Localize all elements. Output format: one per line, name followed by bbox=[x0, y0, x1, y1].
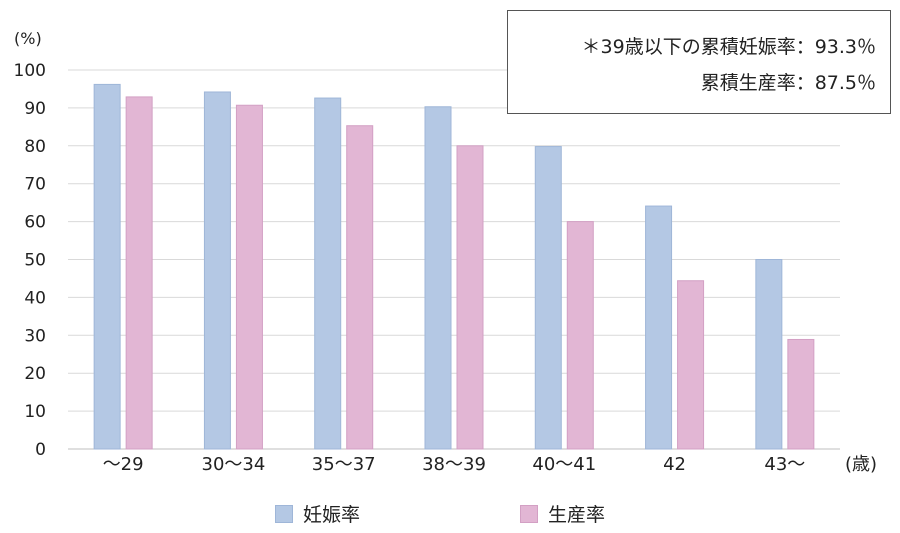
x-tick-label: 40〜41 bbox=[532, 454, 596, 475]
x-tick-label: 〜29 bbox=[103, 454, 144, 475]
legend-label-series-2: 生産率 bbox=[548, 504, 606, 526]
bar-series-2-1 bbox=[235, 104, 263, 450]
bar-series-2-4 bbox=[566, 221, 594, 450]
y-axis-ticks: 0 10 20 30 40 50 60 70 80 90 100 bbox=[14, 61, 46, 460]
legend-swatch-series-2 bbox=[520, 504, 538, 523]
x-tick-label: 30〜34 bbox=[202, 454, 266, 475]
legend-item-series-2: 生産率 bbox=[520, 500, 605, 527]
annotation-line-1: ＊39歳以下の累積妊娠率：93.3％ bbox=[581, 36, 876, 58]
x-axis-labels: 〜29 30〜34 35〜37 38〜39 40〜41 42 43〜 bbox=[103, 454, 806, 475]
x-tick-label: 35〜37 bbox=[312, 454, 376, 475]
y-tick-label: 20 bbox=[24, 364, 46, 384]
y-tick-label: 10 bbox=[24, 402, 46, 422]
bar-series-1-3 bbox=[424, 106, 452, 450]
bars bbox=[93, 83, 815, 450]
y-tick-label: 90 bbox=[24, 99, 46, 119]
bar-series-1-4 bbox=[534, 146, 562, 450]
y-axis-unit: (%) bbox=[14, 29, 42, 48]
legend-label-series-1: 妊娠率 bbox=[303, 504, 361, 526]
y-tick-label: 100 bbox=[14, 61, 46, 81]
annotation-line-2: 累積生産率：87.5％ bbox=[700, 72, 876, 94]
x-tick-label: 38〜39 bbox=[422, 454, 486, 475]
bar-series-1-1 bbox=[203, 91, 231, 450]
y-tick-label: 60 bbox=[24, 213, 46, 233]
legend-swatch-series-1 bbox=[275, 504, 293, 523]
y-tick-label: 80 bbox=[24, 137, 46, 157]
bar-series-2-0 bbox=[125, 96, 153, 450]
y-tick-label: 50 bbox=[24, 251, 46, 271]
x-tick-label: 42 bbox=[663, 454, 686, 475]
y-tick-label: 0 bbox=[35, 440, 46, 460]
bar-series-1-5 bbox=[645, 205, 673, 450]
grid-lines bbox=[68, 69, 840, 450]
annotation-box: ＊39歳以下の累積妊娠率：93.3％ 累積生産率：87.5％ bbox=[507, 10, 891, 114]
bar-series-1-2 bbox=[314, 97, 342, 450]
bar-series-1-0 bbox=[93, 83, 121, 450]
bar-series-2-2 bbox=[346, 125, 374, 450]
y-tick-label: 40 bbox=[24, 288, 46, 308]
bar-series-2-6 bbox=[787, 338, 815, 450]
legend-item-series-1: 妊娠率 bbox=[275, 500, 360, 527]
x-axis-unit: (歳) bbox=[845, 454, 877, 475]
y-tick-label: 30 bbox=[24, 326, 46, 346]
y-tick-label: 70 bbox=[24, 175, 46, 195]
bar-series-2-3 bbox=[456, 145, 484, 450]
bar-series-1-6 bbox=[755, 259, 783, 450]
bar-series-2-5 bbox=[677, 280, 705, 450]
x-tick-label: 43〜 bbox=[764, 454, 805, 475]
